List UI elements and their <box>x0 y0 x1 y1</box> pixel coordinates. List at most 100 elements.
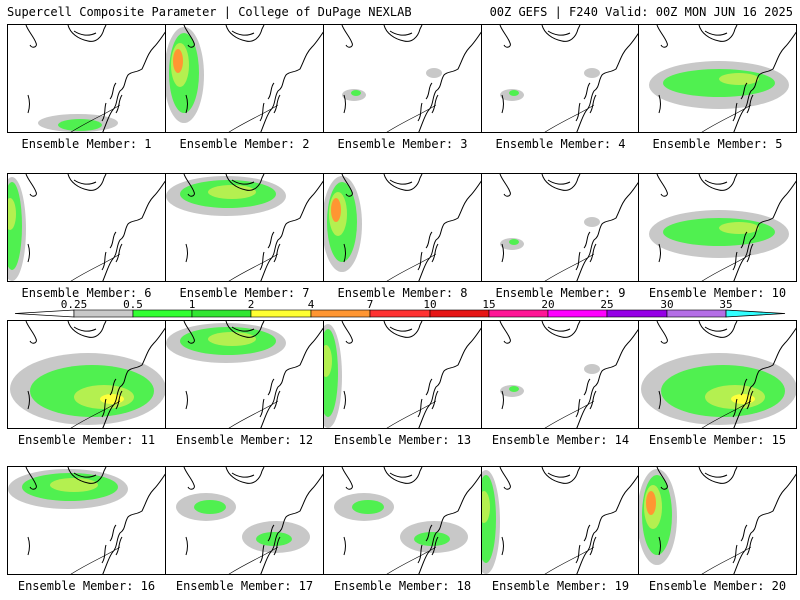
colorbar-segment <box>250 309 312 318</box>
colorbar-tick-label: 35 <box>719 298 733 311</box>
coastline <box>25 25 165 132</box>
colorbar-tick-label: 7 <box>366 298 374 311</box>
map-canvas <box>641 321 796 428</box>
map-canvas <box>324 174 481 281</box>
ensemble-member-label: Ensemble Member: 11 <box>17 433 156 447</box>
map-canvas <box>25 25 165 132</box>
colorbar-tick-label: 0.25 <box>60 298 88 311</box>
map-canvas <box>482 467 639 574</box>
field-low <box>509 90 519 96</box>
colorbar-tick-label: 15 <box>482 298 496 311</box>
coastline <box>656 174 796 281</box>
coastline <box>183 467 323 574</box>
field-vhigh <box>331 198 341 222</box>
colorbar-segment <box>606 309 668 318</box>
coastline <box>183 25 323 132</box>
coastline <box>341 467 481 574</box>
field-high <box>731 394 755 404</box>
colorbar-tick-label: 30 <box>660 298 674 311</box>
valid-time: 00Z GEFS | F240 Valid: 00Z MON JUN 16 20… <box>489 5 793 19</box>
field-mid <box>482 491 490 523</box>
ensemble-member-label: Ensemble Member: 3 <box>337 137 468 151</box>
field-mid <box>324 345 332 377</box>
field-low <box>351 90 361 96</box>
ensemble-member-label: Ensemble Member: 15 <box>648 433 787 447</box>
field-low <box>663 69 775 97</box>
ensemble-member-label: Ensemble Member: 18 <box>333 579 472 593</box>
ensemble-member-label: Ensemble Member: 9 <box>495 286 626 300</box>
ensemble-map-panel <box>638 466 797 575</box>
ensemble-member-label: Ensemble Member: 14 <box>491 433 630 447</box>
colorbar-segment <box>191 309 252 318</box>
map-canvas <box>166 174 323 281</box>
ensemble-member-label: Ensemble Member: 1 <box>21 137 152 151</box>
colorbar-segment <box>429 309 490 318</box>
ensemble-map-panel <box>638 173 797 282</box>
field-vhigh <box>646 491 656 515</box>
coastline <box>499 174 639 281</box>
map-canvas <box>649 174 796 281</box>
coastline <box>25 174 165 281</box>
ensemble-map-panel <box>481 466 640 575</box>
ensemble-map-panel <box>481 24 640 133</box>
field-low <box>352 500 384 514</box>
map-canvas <box>166 25 323 132</box>
field-mid <box>719 222 759 234</box>
field-light <box>584 364 600 374</box>
map-canvas <box>10 321 165 428</box>
ensemble-member-label: Ensemble Member: 16 <box>17 579 156 593</box>
ensemble-member-label: Ensemble Member: 13 <box>333 433 472 447</box>
coastline <box>499 321 639 428</box>
ensemble-member-label: Ensemble Member: 8 <box>337 286 468 300</box>
ensemble-member-label: Ensemble Member: 5 <box>652 137 783 151</box>
coastline <box>656 321 796 428</box>
map-canvas <box>341 25 481 132</box>
colorbar-segment <box>488 309 549 318</box>
ensemble-member-label: Ensemble Member: 6 <box>21 286 152 300</box>
colorbar-tick-label: 0.5 <box>123 298 143 311</box>
ensemble-map-panel <box>638 320 797 429</box>
field-light <box>584 217 600 227</box>
ensemble-member-label: Ensemble Member: 12 <box>175 433 314 447</box>
map-canvas <box>639 467 796 574</box>
field-high <box>100 394 124 404</box>
ensemble-map-panel <box>323 466 482 575</box>
map-canvas <box>8 467 165 574</box>
coastline <box>25 467 165 574</box>
coastline <box>499 467 639 574</box>
field-low <box>509 386 519 392</box>
ensemble-map-panel <box>323 173 482 282</box>
colorbar-tick-label: 25 <box>600 298 614 311</box>
field-vhigh <box>173 49 183 73</box>
coastline <box>183 321 323 428</box>
field-low <box>509 239 519 245</box>
colorbar-segment <box>666 309 727 318</box>
ensemble-map-panel <box>323 320 482 429</box>
ensemble-member-label: Ensemble Member: 4 <box>495 137 626 151</box>
map-canvas <box>499 25 639 132</box>
colorbar-segment <box>369 309 431 318</box>
chart-title: Supercell Composite Parameter | College … <box>7 5 412 19</box>
colorbar-tick-label: 20 <box>541 298 555 311</box>
ensemble-map-panel <box>7 173 166 282</box>
colorbar-segment <box>547 309 608 318</box>
ensemble-map-panel <box>638 24 797 133</box>
colorbar-segment <box>310 309 371 318</box>
colorbar-segment <box>132 309 193 318</box>
field-mid <box>208 185 256 199</box>
coastline <box>656 467 796 574</box>
ensemble-map-panel <box>7 466 166 575</box>
field-mid <box>8 198 16 230</box>
colorbar-over-arrow <box>725 309 786 318</box>
map-canvas <box>649 25 796 132</box>
ensemble-map-panel <box>481 320 640 429</box>
ensemble-map-panel <box>7 320 166 429</box>
colorbar-under-arrow <box>14 309 75 318</box>
ensemble-member-label: Ensemble Member: 7 <box>179 286 310 300</box>
ensemble-map-panel <box>165 466 324 575</box>
field-light <box>584 68 600 78</box>
coastline <box>183 174 323 281</box>
coastline <box>499 25 639 132</box>
field-low <box>194 500 226 514</box>
colorbar-tick-label: 2 <box>247 298 255 311</box>
